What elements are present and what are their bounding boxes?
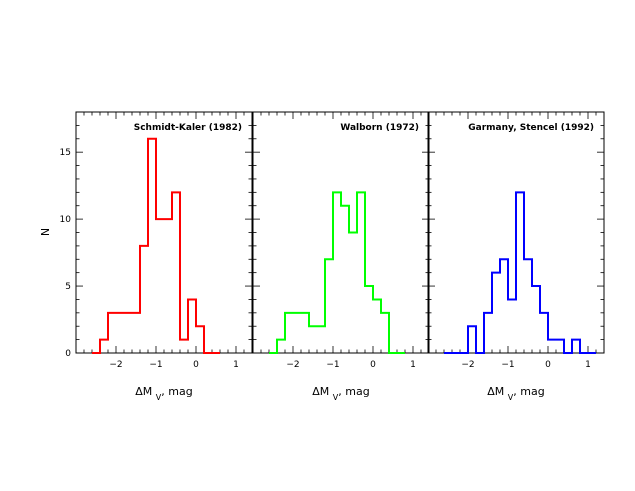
x-axis-label: ΔM V, mag [487, 385, 544, 402]
x-axis-label: ΔM V, mag [135, 385, 192, 402]
x-tick-label: 0 [545, 360, 551, 370]
x-tick-label: −2 [286, 360, 299, 370]
panel-frame [75, 111, 253, 354]
x-tick-label: 0 [193, 360, 199, 370]
panel-title: Schmidt-Kaler (1982) [134, 123, 242, 133]
histogram-series [269, 191, 405, 354]
x-tick-label: 1 [410, 360, 416, 370]
x-tick-label: −1 [326, 360, 339, 370]
panel-title: Walborn (1972) [340, 123, 419, 133]
histogram-series [444, 191, 596, 354]
panel-2: −2 −1 0 1 Walborn (1972) ΔM V, mag [252, 111, 430, 402]
panel-title: Garmany, Stencel (1992) [468, 123, 594, 133]
x-tick-label: 1 [233, 360, 239, 370]
panel-3: −2 −1 0 1 Garmany, Stencel (1992) ΔM V, mag [427, 111, 605, 402]
x-axis-label: ΔM V, mag [312, 385, 369, 402]
histogram-series [92, 137, 220, 354]
x-tick-label: −2 [109, 360, 122, 370]
panel-frame [252, 111, 430, 354]
y-tick-label: 10 [60, 215, 72, 225]
x-tick-label: −1 [149, 360, 162, 370]
y-tick-label: 15 [60, 148, 71, 158]
x-tick-label: −2 [461, 360, 474, 370]
x-tick-label: 0 [370, 360, 376, 370]
x-tick-label: 1 [585, 360, 591, 370]
x-tick-label: −1 [501, 360, 514, 370]
y-tick-label: 5 [65, 282, 71, 292]
y-tick-label: 0 [65, 349, 71, 359]
y-axis-label: N [39, 228, 52, 236]
